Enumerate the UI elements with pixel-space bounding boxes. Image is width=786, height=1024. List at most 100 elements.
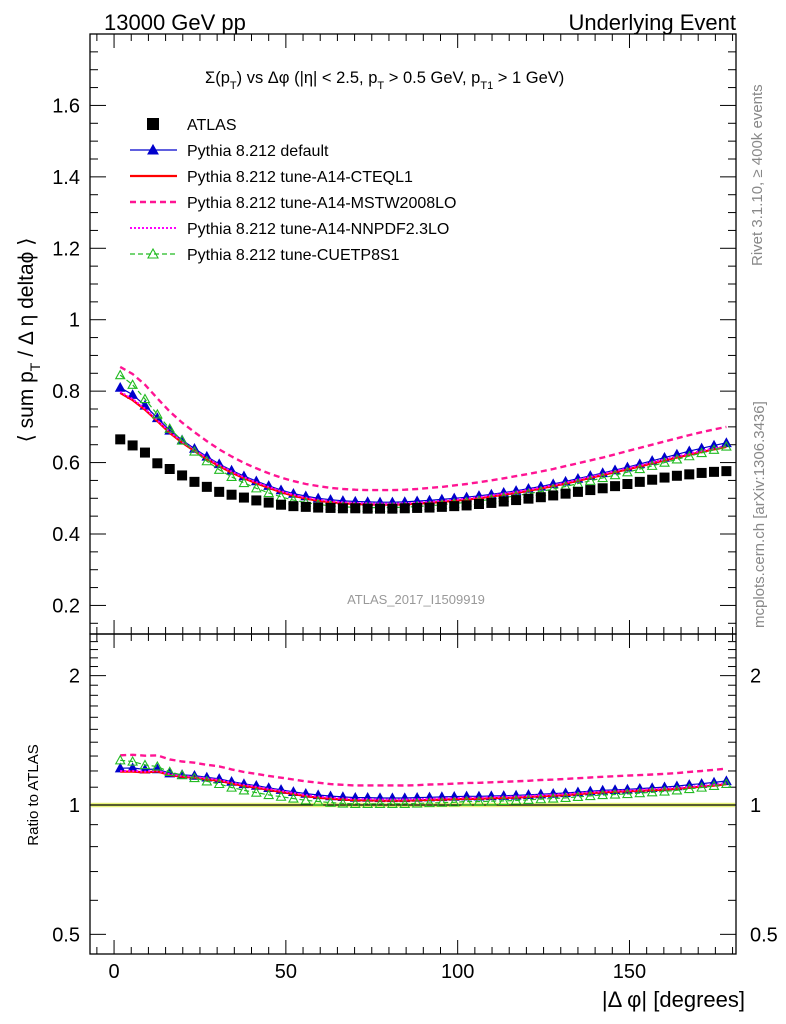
data-point-atlas: [424, 502, 435, 513]
data-point-atlas: [152, 458, 163, 469]
plot-title-part2: ) vs Δφ (|η| < 2.5, p: [237, 69, 378, 87]
main-y-axis-label: ⟨ sum pT / Δ η deltaϕ ⟩: [15, 238, 43, 443]
legend-label: ATLAS: [187, 117, 237, 134]
plot-title-sub3: T1: [480, 80, 493, 92]
ratio-point-cuetp8s1: [473, 795, 485, 806]
ratio-y-tick-label-right: 0.5: [750, 924, 778, 946]
data-point-atlas: [226, 489, 237, 500]
x-tick-label: 150: [613, 961, 646, 983]
ratio-point-cuetp8s1: [485, 795, 497, 806]
data-point-atlas: [696, 467, 707, 478]
data-point-atlas: [177, 470, 188, 481]
ratio-point-cuetp8s1: [535, 793, 547, 804]
y-tick-label: 1: [69, 310, 80, 332]
data-point-cuetp8s1: [201, 455, 213, 466]
mcplots-label: mcplots.cern.ch [arXiv:1306.3436]: [751, 401, 768, 628]
ratio-point-cuetp8s1: [523, 794, 534, 804]
x-tick-label: 50: [275, 961, 297, 983]
data-point-cuetp8s1: [584, 475, 596, 485]
analysis-watermark: ATLAS_2017_I1509919: [347, 592, 485, 607]
data-point-cuetp8s1: [250, 482, 262, 493]
data-point-cuetp8s1: [189, 445, 200, 456]
data-point-atlas: [201, 481, 212, 492]
ratio-point-cuetp8s1: [399, 798, 411, 808]
ratio-point-cuetp8s1: [189, 772, 200, 783]
data-point-atlas: [634, 476, 645, 487]
ratio-point-cuetp8s1: [151, 760, 163, 771]
data-point-atlas: [684, 469, 695, 480]
data-point-atlas: [288, 501, 299, 512]
data-point-atlas: [449, 501, 460, 512]
legend-item-default: Pythia 8.212 default: [130, 143, 329, 160]
ratio-point-cuetp8s1: [312, 795, 324, 806]
ratio-panel-frame: [89, 633, 737, 955]
x-tick-label: 100: [441, 961, 474, 983]
ratio-point-cuetp8s1: [621, 788, 633, 799]
y-tick-label: 0.2: [52, 595, 80, 617]
legend-marker: [147, 247, 159, 259]
data-point-cuetp8s1: [139, 393, 151, 404]
data-point-atlas: [139, 447, 150, 458]
legend-item-nnpdf: Pythia 8.212 tune-A14-NNPDF2.3LO: [130, 221, 449, 238]
data-point-atlas: [127, 440, 138, 451]
legend-label: Pythia 8.212 tune-A14-CTEQL1: [187, 169, 413, 186]
ratio-point-cuetp8s1: [683, 783, 695, 794]
ratio-point-cuetp8s1: [671, 784, 683, 795]
data-point-atlas: [560, 488, 571, 499]
legend-label: Pythia 8.212 tune-A14-NNPDF2.3LO: [187, 221, 449, 238]
series-mstw: [119, 365, 727, 787]
ratio-point-cuetp8s1: [646, 786, 658, 797]
data-point-atlas: [709, 466, 720, 477]
data-point-cuetp8s1: [609, 469, 621, 480]
plot-title-part4: > 1 GeV): [493, 69, 564, 87]
data-point-cuetp8s1: [708, 444, 720, 454]
rivet-label: Rivet 3.1.10, ≥ 400k events: [749, 84, 766, 266]
data-point-atlas: [251, 495, 262, 506]
data-point-atlas: [337, 503, 348, 514]
data-point-cuetp8s1: [151, 408, 163, 419]
data-point-cuetp8s1: [114, 369, 126, 380]
ratio-point-cuetp8s1: [597, 789, 609, 800]
ratio-point-cuetp8s1: [572, 791, 584, 802]
ratio-point-cuetp8s1: [659, 785, 670, 796]
ratio-point-cuetp8s1: [250, 786, 262, 797]
data-point-atlas: [572, 486, 583, 497]
y-tick-label: 0.4: [52, 524, 80, 546]
data-point-atlas: [597, 483, 608, 494]
ratio-point-cuetp8s1: [300, 794, 312, 805]
ratio-point-cuetp8s1: [547, 792, 559, 803]
legend-item-cuetp8s1: Pythia 8.212 tune-CUETP8S1: [130, 247, 400, 264]
data-point-atlas: [214, 486, 225, 497]
ratio-point-cuetp8s1: [337, 797, 349, 808]
ratio-point-cuetp8s1: [275, 791, 287, 801]
y-tick-label: 1.2: [52, 238, 80, 260]
data-point-atlas: [461, 500, 472, 511]
ratio-y-tick-label: 2: [69, 666, 80, 688]
data-point-atlas: [498, 496, 509, 507]
data-point-cuetp8s1: [720, 440, 732, 451]
ratio-point-cuetp8s1: [386, 798, 398, 808]
ratio-line-nnpdf: [120, 769, 727, 801]
data-point-atlas: [300, 501, 311, 512]
ratio-point-cuetp8s1: [411, 797, 423, 808]
data-point-cuetp8s1: [683, 450, 695, 461]
data-point-cuetp8s1: [597, 472, 609, 483]
ratio-point-cuetp8s1: [560, 792, 572, 803]
data-point-atlas: [325, 502, 336, 513]
ratio-point-cuetp8s1: [609, 788, 621, 799]
legend-label: Pythia 8.212 default: [187, 143, 329, 160]
data-point-atlas: [189, 476, 200, 487]
ratio-point-cuetp8s1: [238, 784, 250, 795]
data-point-atlas: [671, 470, 682, 481]
ratio-point-cuetp8s1: [263, 789, 275, 800]
ratio-line-cteql1: [120, 770, 727, 802]
ratio-y-tick-label-right: 2: [750, 666, 761, 688]
y-tick-label: 1.6: [52, 95, 80, 117]
data-point-cuetp8s1: [646, 460, 658, 470]
data-point-atlas: [399, 503, 410, 514]
plot-title-sigma: Σ: [205, 69, 215, 87]
ratio-line-cuetp8s1: [120, 759, 727, 805]
data-point-cuetp8s1: [164, 423, 176, 433]
ratio-point-cuetp8s1: [139, 759, 151, 770]
